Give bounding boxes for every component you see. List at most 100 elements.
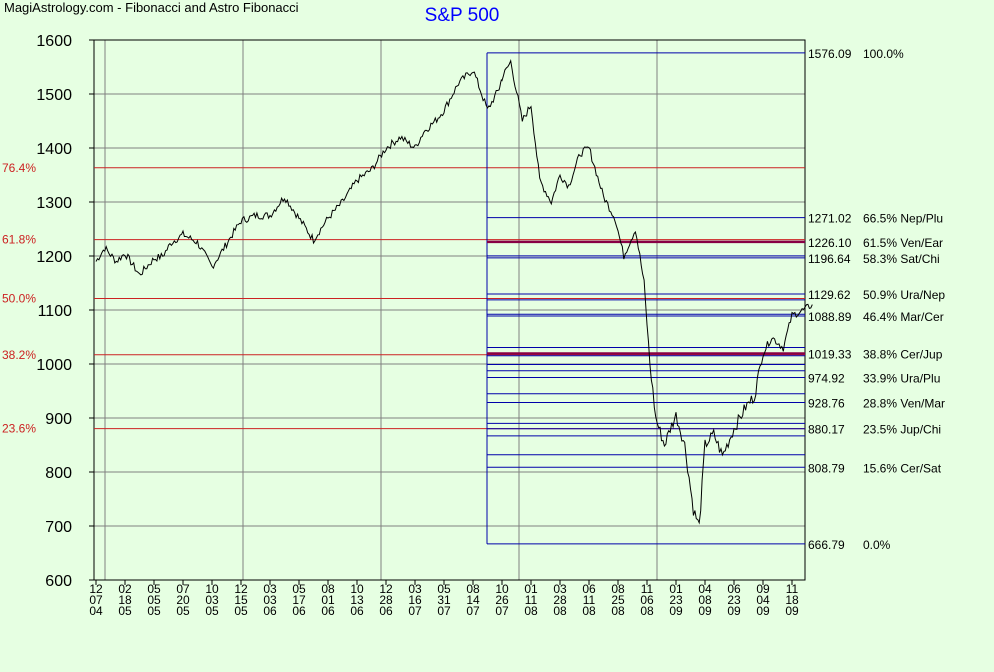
x-tick-label: 08 [611,604,625,618]
x-tick-label: 03 [553,582,567,596]
astro-pct-label: 66.5% Nep/Plu [863,212,943,226]
x-tick-label: 08 [466,582,480,596]
x-tick-label: 11 [641,582,654,596]
astro-value-label: 1271.02 [808,212,852,226]
y-tick-label: 1400 [36,141,72,158]
x-tick-label: 03 [263,593,277,607]
x-tick-label: 08 [553,604,567,618]
astro-value-label: 974.92 [808,372,845,386]
x-tick-label: 10 [350,582,364,596]
astro-pct-label: 0.0% [863,538,891,552]
x-tick-label: 06 [263,604,277,618]
x-tick-label: 07 [408,604,422,618]
y-tick-label: 1200 [36,249,72,266]
x-tick-label: 05 [147,593,161,607]
x-tick-label: 12 [89,582,103,596]
astro-pct-label: 61.5% Ven/Ear [863,236,943,250]
x-tick-label: 10 [495,582,509,596]
x-tick-label: 14 [466,593,480,607]
astro-pct-label: 100.0% [863,47,904,61]
x-tick-label: 07 [176,582,190,596]
astro-pct-label: 23.5% Jup/Chi [863,423,941,437]
x-tick-label: 08 [640,604,654,618]
x-tick-label: 06 [292,604,306,618]
x-tick-label: 07 [437,604,451,618]
x-tick-label: 09 [727,604,741,618]
x-tick-label: 05 [118,604,132,618]
astro-value-label: 1196.64 [808,252,851,266]
x-tick-label: 06 [350,604,364,618]
y-tick-label: 900 [45,411,72,428]
y-tick-label: 1300 [36,195,72,212]
astro-pct-label: 38.8% Cer/Jup [863,348,943,362]
x-tick-label: 01 [669,582,683,596]
astro-value-label: 1088.89 [808,310,852,324]
x-tick-label: 06 [379,604,393,618]
x-tick-label: 01 [321,593,335,607]
x-tick-label: 17 [292,593,306,607]
x-tick-label: 09 [756,604,770,618]
astro-pct-label: 15.6% Cer/Sat [863,461,942,475]
x-tick-label: 03 [205,593,219,607]
fib-label: 61.8% [2,233,36,247]
y-tick-label: 1500 [36,87,72,104]
x-tick-label: 05 [205,604,219,618]
x-tick-label: 07 [466,604,480,618]
x-tick-label: 05 [437,582,451,596]
x-tick-label: 06 [321,604,335,618]
x-tick-label: 04 [89,604,103,618]
chart-title: S&P 500 [424,5,500,26]
astro-pct-label: 46.4% Mar/Cer [863,310,944,324]
x-tick-label: 01 [524,582,538,596]
x-tick-label: 15 [234,593,248,607]
x-tick-label: 03 [408,582,422,596]
x-tick-label: 06 [582,582,596,596]
x-tick-label: 07 [495,604,509,618]
x-tick-label: 03 [263,582,277,596]
x-tick-label: 08 [611,582,625,596]
fib-label: 50.0% [2,291,36,305]
astro-value-label: 666.79 [808,538,845,552]
fib-label: 38.2% [2,348,36,362]
x-tick-label: 09 [698,604,712,618]
x-tick-label: 09 [756,582,770,596]
x-tick-label: 02 [118,582,132,596]
x-tick-label: 11 [583,593,596,607]
x-tick-label: 12 [379,582,393,596]
astro-pct-label: 33.9% Ura/Plu [863,372,940,386]
astro-value-label: 808.79 [808,461,845,475]
astro-value-label: 880.17 [808,423,845,437]
y-tick-label: 1100 [38,303,73,320]
x-tick-label: 06 [727,582,741,596]
x-tick-label: 04 [756,593,770,607]
x-tick-label: 18 [785,593,799,607]
x-tick-label: 05 [292,582,306,596]
x-tick-label: 09 [785,604,799,618]
astro-pct-label: 50.9% Ura/Nep [863,288,945,302]
x-tick-label: 08 [582,604,596,618]
x-tick-label: 31 [437,593,451,607]
x-tick-label: 08 [698,593,712,607]
x-tick-label: 13 [350,593,364,607]
x-tick-label: 07 [89,593,103,607]
x-tick-label: 09 [669,604,683,618]
astro-value-label: 1576.09 [808,47,852,61]
fib-label: 23.6% [2,422,36,436]
y-tick-label: 800 [45,465,72,482]
x-tick-label: 25 [611,593,625,607]
astro-pct-label: 28.8% Ven/Mar [863,396,945,410]
x-tick-label: 20 [176,593,190,607]
x-tick-label: 26 [495,593,509,607]
y-tick-label: 1600 [36,33,72,50]
sp500-price-line [95,59,813,525]
x-tick-label: 05 [176,604,190,618]
y-tick-label: 700 [45,519,72,536]
fib-label: 76.4% [2,161,36,175]
astro-value-label: 1226.10 [808,236,852,250]
x-tick-label: 10 [205,582,219,596]
astro-value-label: 1019.33 [808,348,852,362]
x-tick-label: 05 [147,582,161,596]
x-tick-label: 12 [234,582,248,596]
